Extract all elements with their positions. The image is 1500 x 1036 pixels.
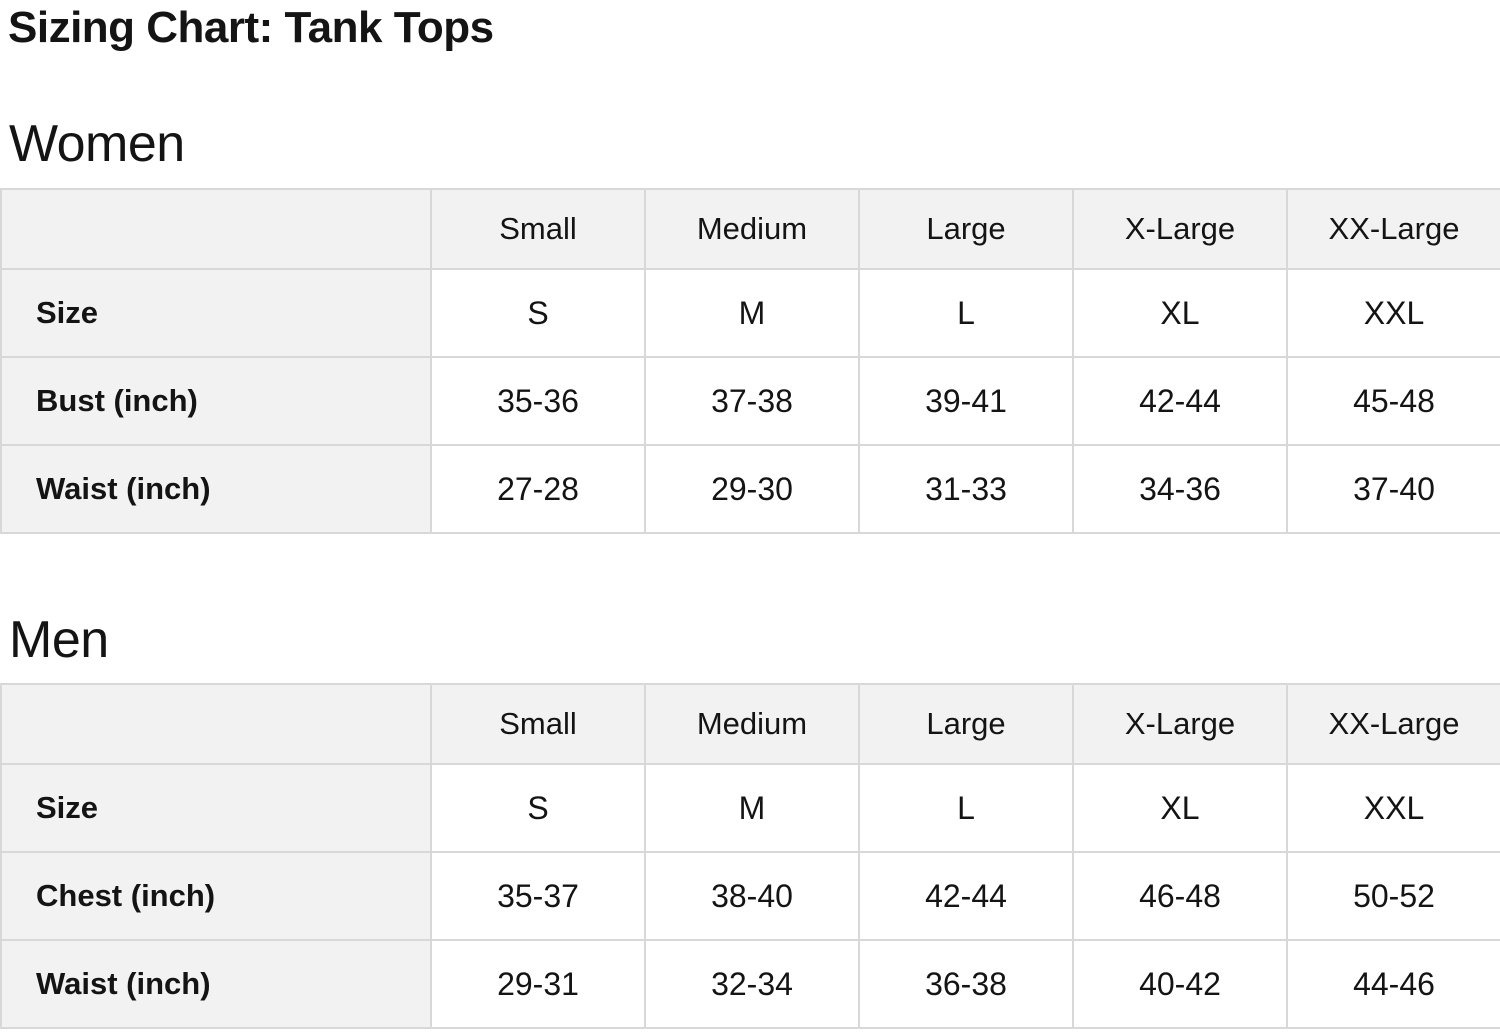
men-column-header-small: Small xyxy=(430,683,646,765)
page-title: Sizing Chart: Tank Tops xyxy=(8,3,494,52)
women-row-label-size: Size xyxy=(0,268,432,358)
men-chest-cell-m: 38-40 xyxy=(644,851,860,941)
men-row-label-size: Size xyxy=(0,763,432,853)
women-column-header-small: Small xyxy=(430,188,646,270)
men-row-label-chest: Chest (inch) xyxy=(0,851,432,941)
men-size-table: Small Medium Large X-Large XX-Large Size… xyxy=(0,683,1500,1029)
men-chest-cell-l: 42-44 xyxy=(858,851,1074,941)
women-size-cell-s: S xyxy=(430,268,646,358)
women-bust-row: Bust (inch) 35-36 37-38 39-41 42-44 45-4… xyxy=(0,356,1500,446)
men-waist-cell-m: 32-34 xyxy=(644,939,860,1029)
women-size-table: Small Medium Large X-Large XX-Large Size… xyxy=(0,188,1500,534)
women-header-row: Small Medium Large X-Large XX-Large xyxy=(0,188,1500,270)
men-waist-cell-xxl: 44-46 xyxy=(1286,939,1500,1029)
women-column-header-medium: Medium xyxy=(644,188,860,270)
men-row-label-waist: Waist (inch) xyxy=(0,939,432,1029)
men-column-header-xx-large: XX-Large xyxy=(1286,683,1500,765)
men-waist-cell-xl: 40-42 xyxy=(1072,939,1288,1029)
women-size-cell-m: M xyxy=(644,268,860,358)
women-waist-row: Waist (inch) 27-28 29-30 31-33 34-36 37-… xyxy=(0,444,1500,534)
men-column-header-large: Large xyxy=(858,683,1074,765)
section-heading-men: Men xyxy=(9,611,109,669)
women-waist-cell-l: 31-33 xyxy=(858,444,1074,534)
men-size-cell-xxl: XXL xyxy=(1286,763,1500,853)
women-row-label-waist: Waist (inch) xyxy=(0,444,432,534)
men-size-row: Size S M L XL XXL xyxy=(0,763,1500,853)
men-chest-cell-s: 35-37 xyxy=(430,851,646,941)
men-chest-cell-xl: 46-48 xyxy=(1072,851,1288,941)
women-bust-cell-xl: 42-44 xyxy=(1072,356,1288,446)
women-waist-cell-xxl: 37-40 xyxy=(1286,444,1500,534)
women-size-cell-xl: XL xyxy=(1072,268,1288,358)
men-size-cell-xl: XL xyxy=(1072,763,1288,853)
men-waist-cell-s: 29-31 xyxy=(430,939,646,1029)
women-column-header-xx-large: XX-Large xyxy=(1286,188,1500,270)
men-header-row: Small Medium Large X-Large XX-Large xyxy=(0,683,1500,765)
women-bust-cell-xxl: 45-48 xyxy=(1286,356,1500,446)
women-waist-cell-xl: 34-36 xyxy=(1072,444,1288,534)
women-size-row: Size S M L XL XXL xyxy=(0,268,1500,358)
men-column-header-x-large: X-Large xyxy=(1072,683,1288,765)
women-row-label-bust: Bust (inch) xyxy=(0,356,432,446)
men-corner-cell xyxy=(0,683,432,765)
men-column-header-medium: Medium xyxy=(644,683,860,765)
men-chest-row: Chest (inch) 35-37 38-40 42-44 46-48 50-… xyxy=(0,851,1500,941)
men-chest-cell-xxl: 50-52 xyxy=(1286,851,1500,941)
women-corner-cell xyxy=(0,188,432,270)
men-waist-row: Waist (inch) 29-31 32-34 36-38 40-42 44-… xyxy=(0,939,1500,1029)
women-size-cell-l: L xyxy=(858,268,1074,358)
men-size-cell-s: S xyxy=(430,763,646,853)
women-bust-cell-m: 37-38 xyxy=(644,356,860,446)
men-size-cell-m: M xyxy=(644,763,860,853)
women-bust-cell-s: 35-36 xyxy=(430,356,646,446)
section-heading-women: Women xyxy=(9,115,185,173)
women-waist-cell-m: 29-30 xyxy=(644,444,860,534)
women-bust-cell-l: 39-41 xyxy=(858,356,1074,446)
women-column-header-large: Large xyxy=(858,188,1074,270)
men-waist-cell-l: 36-38 xyxy=(858,939,1074,1029)
women-column-header-x-large: X-Large xyxy=(1072,188,1288,270)
women-size-cell-xxl: XXL xyxy=(1286,268,1500,358)
women-waist-cell-s: 27-28 xyxy=(430,444,646,534)
men-size-cell-l: L xyxy=(858,763,1074,853)
